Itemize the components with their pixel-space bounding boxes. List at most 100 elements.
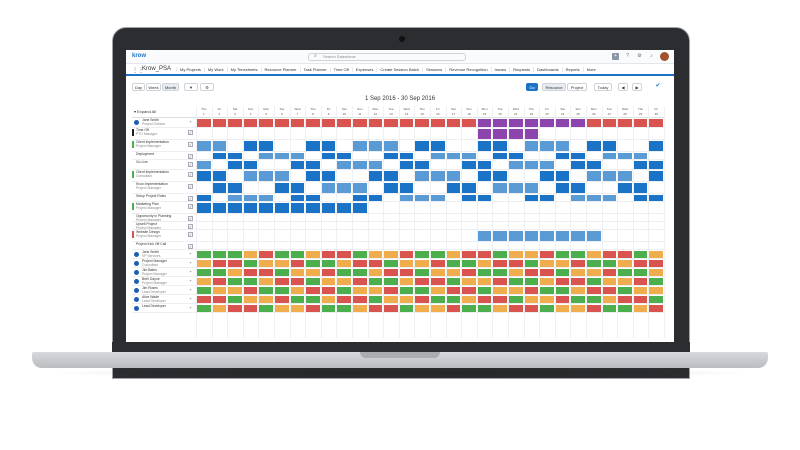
allocation-cell[interactable] xyxy=(367,119,383,127)
allocation-cell[interactable] xyxy=(336,296,351,303)
checkbox[interactable]: ✓ xyxy=(188,204,193,209)
allocation-cell[interactable] xyxy=(632,296,648,303)
plus-icon[interactable]: + xyxy=(612,53,619,60)
allocation-cell[interactable] xyxy=(586,141,601,151)
allocation-cell[interactable] xyxy=(258,251,273,258)
allocation-cell[interactable] xyxy=(586,269,601,276)
allocation-cell[interactable] xyxy=(367,251,383,258)
check-icon[interactable]: ✔ xyxy=(652,83,664,91)
allocation-cell[interactable] xyxy=(367,195,383,201)
allocation-cell[interactable] xyxy=(461,251,476,258)
allocation-cell[interactable] xyxy=(320,296,336,303)
allocation-cell[interactable] xyxy=(196,287,211,294)
add-icon[interactable]: + xyxy=(189,296,192,301)
allocation-cell[interactable] xyxy=(492,183,507,193)
user-avatar[interactable] xyxy=(660,52,669,61)
allocation-cell[interactable] xyxy=(523,287,539,294)
allocation-cell[interactable] xyxy=(430,287,445,294)
allocation-cell[interactable] xyxy=(305,119,320,127)
allocation-cell[interactable] xyxy=(492,231,507,241)
grid-row[interactable]: Opportunity in Planning Project Manager ✓ xyxy=(132,214,664,222)
allocation-cell[interactable] xyxy=(414,171,429,181)
allocation-cell[interactable] xyxy=(570,231,585,241)
allocation-cell[interactable] xyxy=(414,287,429,294)
allocation-cell[interactable] xyxy=(508,287,523,294)
allocation-cell[interactable] xyxy=(508,119,523,127)
allocation-cell[interactable] xyxy=(476,171,492,181)
allocation-cell[interactable] xyxy=(601,287,617,294)
allocation-cell[interactable] xyxy=(196,305,211,312)
allocation-cell[interactable] xyxy=(336,153,351,159)
allocation-cell[interactable] xyxy=(242,203,258,213)
allocation-cell[interactable] xyxy=(258,171,273,181)
allocation-cell[interactable] xyxy=(398,161,414,169)
checkbox[interactable]: ✓ xyxy=(188,154,193,159)
allocation-cell[interactable] xyxy=(398,269,414,276)
allocation-cell[interactable] xyxy=(476,260,492,267)
allocation-cell[interactable] xyxy=(336,251,351,258)
next-button[interactable]: ▶ xyxy=(632,83,642,91)
allocation-cell[interactable] xyxy=(601,278,617,285)
allocation-cell[interactable] xyxy=(570,119,585,127)
allocation-cell[interactable] xyxy=(383,296,398,303)
project-button[interactable]: Project xyxy=(567,83,587,91)
allocation-cell[interactable] xyxy=(414,195,429,201)
checkbox[interactable]: ✓ xyxy=(188,172,193,177)
checkbox[interactable]: ✓ xyxy=(188,216,193,221)
allocation-cell[interactable] xyxy=(414,278,429,285)
allocation-cell[interactable] xyxy=(508,296,523,303)
allocation-cell[interactable] xyxy=(227,203,242,213)
allocation-cell[interactable] xyxy=(320,119,336,127)
allocation-cell[interactable] xyxy=(320,183,336,193)
allocation-cell[interactable] xyxy=(211,269,227,276)
allocation-cell[interactable] xyxy=(414,269,429,276)
allocation-cell[interactable] xyxy=(320,141,336,151)
grid-row[interactable]: Jane Smith Project Director + xyxy=(132,118,664,128)
checkbox[interactable]: ✓ xyxy=(188,232,193,237)
allocation-cell[interactable] xyxy=(289,305,305,312)
add-icon[interactable]: + xyxy=(189,305,192,310)
allocation-cell[interactable] xyxy=(289,296,305,303)
allocation-cell[interactable] xyxy=(445,260,461,267)
allocation-cell[interactable] xyxy=(539,231,554,241)
allocation-cell[interactable] xyxy=(601,260,617,267)
allocation-cell[interactable] xyxy=(539,278,554,285)
allocation-cell[interactable] xyxy=(523,296,539,303)
checkbox[interactable]: ✓ xyxy=(188,244,193,249)
allocation-cell[interactable] xyxy=(242,161,258,169)
allocation-cell[interactable] xyxy=(305,278,320,285)
allocation-cell[interactable] xyxy=(320,260,336,267)
allocation-cell[interactable] xyxy=(383,287,398,294)
allocation-cell[interactable] xyxy=(227,153,242,159)
allocation-cell[interactable] xyxy=(289,278,305,285)
allocation-cell[interactable] xyxy=(398,119,414,127)
allocation-cell[interactable] xyxy=(632,278,648,285)
allocation-cell[interactable] xyxy=(476,269,492,276)
allocation-cell[interactable] xyxy=(632,260,648,267)
allocation-cell[interactable] xyxy=(476,251,492,258)
checkbox[interactable]: ✓ xyxy=(188,196,193,201)
add-icon[interactable]: + xyxy=(189,269,192,274)
grid-row[interactable]: Beth Dayne Project Manager + xyxy=(132,277,664,286)
allocation-cell[interactable] xyxy=(383,260,398,267)
grid-row[interactable]: Client Implementation Consultant ✓ xyxy=(132,170,664,182)
allocation-cell[interactable] xyxy=(242,287,258,294)
filter-button[interactable]: ▼ xyxy=(184,83,198,91)
allocation-cell[interactable] xyxy=(196,171,211,181)
allocation-cell[interactable] xyxy=(352,269,367,276)
allocation-cell[interactable] xyxy=(586,296,601,303)
grid-row[interactable]: Lead Developer + xyxy=(132,304,664,313)
allocation-cell[interactable] xyxy=(570,153,585,159)
allocation-cell[interactable] xyxy=(414,119,429,127)
allocation-cell[interactable] xyxy=(570,260,585,267)
allocation-cell[interactable] xyxy=(196,195,211,201)
allocation-cell[interactable] xyxy=(242,251,258,258)
nav-item[interactable]: Dashboards xyxy=(533,67,562,72)
nav-item[interactable]: My Projects xyxy=(176,67,204,72)
allocation-cell[interactable] xyxy=(398,183,414,193)
allocation-cell[interactable] xyxy=(539,251,554,258)
allocation-cell[interactable] xyxy=(570,278,585,285)
allocation-cell[interactable] xyxy=(648,251,663,258)
allocation-cell[interactable] xyxy=(336,305,351,312)
allocation-cell[interactable] xyxy=(648,296,663,303)
